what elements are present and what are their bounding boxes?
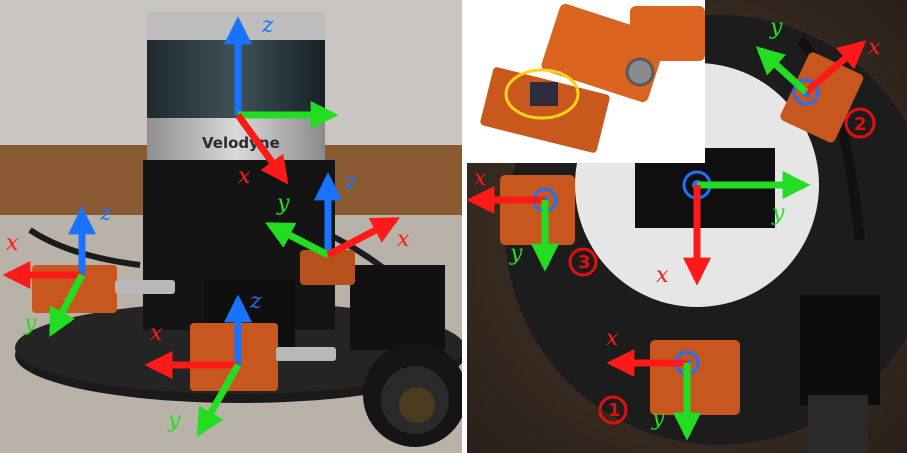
lidar-brand: Velodyne	[202, 134, 280, 152]
imu-sensor-right	[300, 250, 355, 285]
axis-label-x: x	[397, 227, 410, 252]
frame-imu-2: x y 2	[755, 15, 881, 139]
axis-label-y: y	[771, 201, 785, 226]
origin-ring	[792, 78, 820, 106]
axis-label-y: y	[509, 241, 523, 266]
frame-imu-1: x y 1	[598, 326, 701, 441]
axis-label-x: x	[606, 326, 619, 351]
frame-imu-3: x y 3	[466, 166, 598, 277]
sensor-badge-1	[598, 395, 628, 425]
frame-lidar-center: y x	[656, 170, 811, 288]
axis-label-z: z	[99, 201, 112, 226]
connector	[115, 280, 175, 294]
sensor-badge-number: 3	[578, 252, 591, 273]
imu-sensor-2	[780, 52, 864, 143]
frame-lidar: z x	[224, 13, 339, 189]
sensor-badge-number: 1	[608, 400, 621, 421]
sensor-badge-3	[568, 247, 598, 277]
axis-label-x: x	[6, 231, 19, 256]
inset-product-image	[467, 0, 705, 163]
camera	[350, 265, 467, 447]
frame-imu-right: z y x	[265, 169, 410, 259]
left-photo: Velodyne z x z y x	[0, 0, 467, 453]
axis-label-x: x	[150, 321, 163, 346]
axis-label-x: x	[868, 35, 881, 60]
axis-label-x: x	[238, 164, 251, 189]
axis-label-y: y	[651, 406, 665, 431]
axis-label-y: y	[23, 311, 37, 336]
axis-label-x: x	[656, 263, 669, 288]
sensor-badge-2	[844, 107, 876, 139]
camera-top	[800, 295, 880, 405]
right-photo: y x x y 3 x y 1	[466, 0, 907, 453]
frame-imu-left: z x y	[2, 201, 112, 337]
imu-sensor-1	[650, 340, 740, 415]
panel-divider	[462, 0, 467, 453]
axis-label-z: z	[261, 13, 274, 38]
imu-sensor-front	[190, 323, 278, 391]
axis-label-z: z	[249, 289, 262, 314]
axis-label-y: y	[769, 15, 783, 40]
axis-label-y: y	[276, 191, 290, 216]
highlight-circle	[504, 68, 580, 120]
sensor-badge-number: 2	[854, 114, 867, 135]
axis-label-y: y	[167, 408, 181, 433]
axis-label-x: x	[474, 166, 487, 191]
frame-imu-front: z x y	[144, 289, 262, 437]
axis-label-z: z	[344, 169, 357, 194]
